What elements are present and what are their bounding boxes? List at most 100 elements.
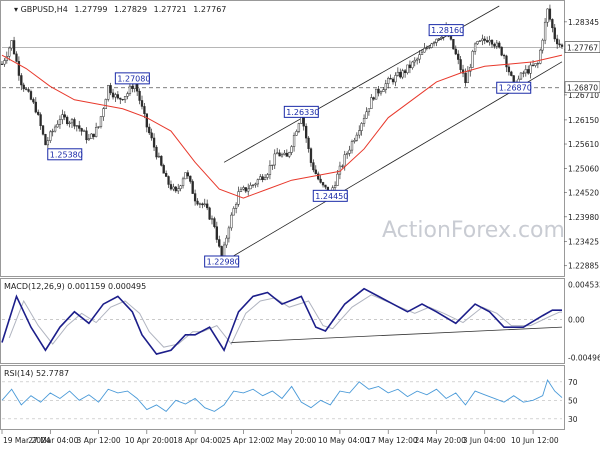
- candle-body: [174, 186, 177, 192]
- macd-trendline: [231, 326, 563, 343]
- candle: [365, 107, 368, 119]
- candle-body: [56, 124, 59, 128]
- candle-body: [78, 125, 81, 129]
- price-annotation: 1.27080: [114, 72, 150, 85]
- annotation-label: 1.24450: [315, 192, 348, 201]
- candle-body: [360, 123, 363, 131]
- candle: [498, 41, 501, 49]
- candle: [452, 38, 455, 50]
- candle-body: [406, 64, 409, 74]
- candle: [379, 90, 383, 96]
- candle: [551, 18, 554, 33]
- candle-body: [413, 59, 416, 63]
- candle-body: [280, 154, 284, 157]
- candle-body: [432, 42, 436, 45]
- channel-lower-line: [223, 61, 563, 262]
- candle: [522, 70, 525, 78]
- candle: [239, 186, 243, 193]
- candle-body: [109, 85, 112, 94]
- candle: [384, 79, 387, 94]
- candle-body: [476, 41, 479, 45]
- candle-body: [119, 97, 122, 100]
- x-tick-label: 10 Jun 12:00: [511, 436, 559, 445]
- candle: [309, 147, 313, 167]
- candle: [273, 149, 276, 170]
- candle: [140, 95, 144, 110]
- candle-body: [184, 172, 187, 180]
- support-price-tag: [564, 81, 600, 94]
- candle: [362, 114, 366, 127]
- candle: [87, 134, 91, 142]
- x-tick-label: 24 May 20:00: [414, 436, 466, 445]
- candle: [490, 39, 494, 48]
- candle-body: [27, 89, 30, 92]
- candle: [290, 145, 293, 156]
- candle-body: [384, 83, 387, 90]
- candle-body: [304, 125, 308, 139]
- candle-body: [290, 146, 293, 153]
- candle: [304, 123, 308, 143]
- candle: [285, 149, 288, 157]
- candle-body: [346, 153, 349, 155]
- candle-body: [548, 8, 552, 20]
- candle: [476, 40, 479, 46]
- candle-body: [543, 21, 547, 41]
- macd-tick-label: 0.00: [568, 315, 585, 324]
- annotation-box: [114, 72, 150, 85]
- candle-body: [348, 149, 351, 154]
- candle: [8, 46, 11, 61]
- candle: [143, 103, 146, 119]
- candle-body: [234, 204, 238, 209]
- candle: [261, 174, 264, 183]
- candle-body: [423, 48, 426, 53]
- candle-body: [519, 72, 523, 80]
- price-annotation: 1.22980: [204, 255, 240, 268]
- candle: [150, 128, 153, 141]
- candle: [307, 136, 310, 153]
- candle: [184, 172, 187, 180]
- candle-body: [261, 176, 264, 181]
- candle-body: [85, 130, 88, 141]
- x-tick-label: 3 Jun 04:00: [463, 436, 506, 445]
- candle: [336, 170, 339, 187]
- candle: [418, 50, 421, 64]
- candle: [495, 40, 498, 50]
- candle: [360, 122, 363, 136]
- candle: [348, 145, 351, 157]
- candle: [242, 185, 245, 191]
- price-panel-frame: [0, 0, 565, 277]
- candle-body: [114, 94, 117, 98]
- candle: [80, 127, 83, 136]
- candle: [377, 86, 380, 97]
- x-tick-label: 19 Mar 2024: [3, 436, 51, 445]
- candle-body: [70, 119, 74, 124]
- candle-body: [391, 78, 395, 83]
- candle: [543, 18, 547, 45]
- candle: [553, 24, 556, 42]
- candle-body: [68, 122, 71, 124]
- candle-body: [61, 114, 64, 120]
- candle-body: [189, 175, 192, 182]
- candle: [51, 128, 54, 137]
- candle: [341, 164, 344, 169]
- x-tick-label: 25 Apr 12:00: [221, 436, 270, 445]
- annotation-box: [204, 255, 240, 268]
- candle: [408, 60, 412, 74]
- candle: [234, 202, 238, 214]
- candle: [203, 198, 206, 207]
- candle-body: [227, 227, 231, 239]
- candle-body: [401, 70, 404, 78]
- candle-body: [358, 130, 361, 136]
- candle-body: [493, 43, 496, 47]
- candle-body: [307, 137, 310, 149]
- candle: [174, 186, 177, 193]
- price-annotation: 1.24450: [312, 189, 348, 202]
- candle: [297, 122, 301, 134]
- price-tick-label: 1.24520: [568, 189, 599, 198]
- candle-body: [148, 126, 151, 134]
- candle: [225, 235, 228, 249]
- candle-body: [0, 63, 4, 65]
- candle: [68, 120, 71, 128]
- candle-body: [420, 51, 424, 55]
- current-price-label: 1.27767: [567, 44, 598, 53]
